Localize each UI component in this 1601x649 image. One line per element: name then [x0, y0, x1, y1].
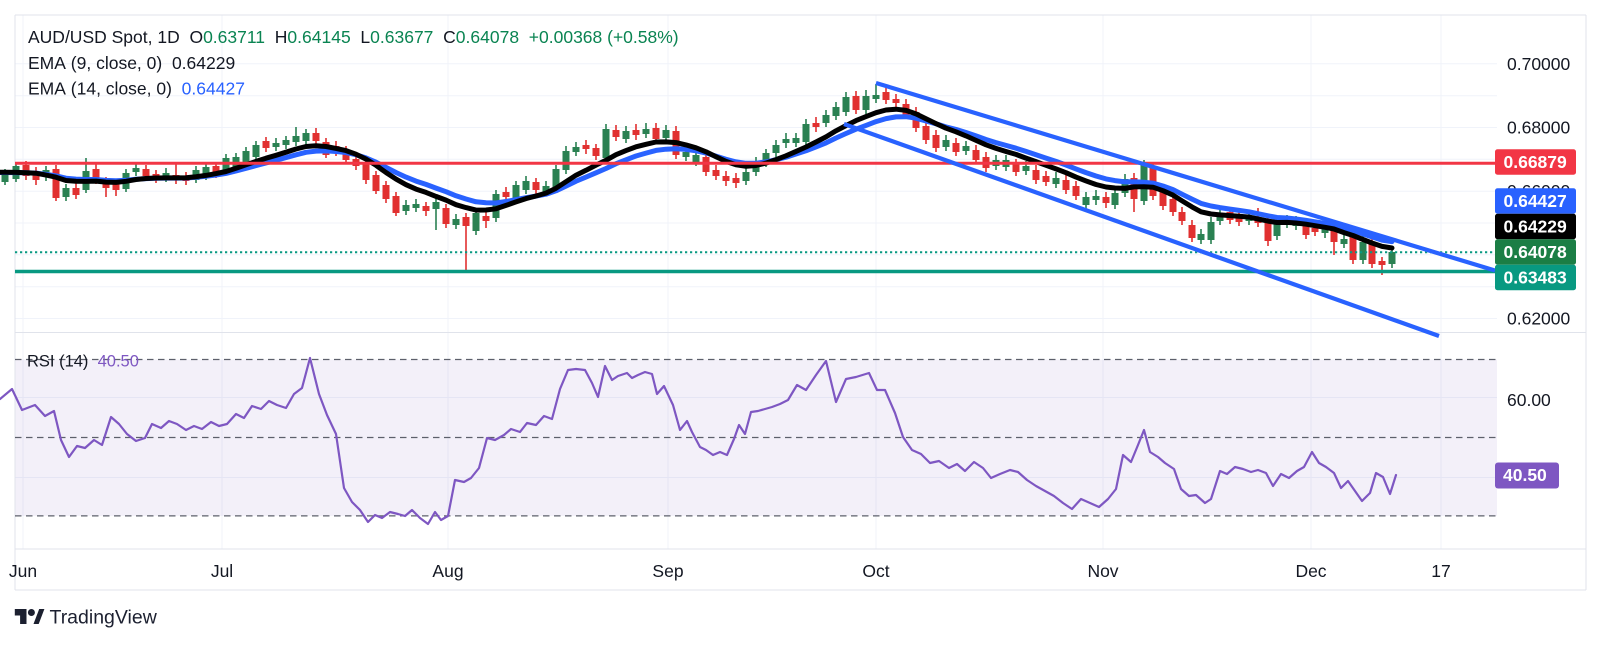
svg-text:Jul: Jul	[211, 561, 233, 581]
svg-text:TradingView: TradingView	[50, 607, 158, 629]
svg-text:0.68000: 0.68000	[1507, 118, 1571, 138]
svg-text:0.64229: 0.64229	[1504, 217, 1568, 237]
svg-text:0.63483: 0.63483	[1504, 268, 1568, 288]
svg-text:0.70000: 0.70000	[1507, 54, 1571, 74]
svg-text:Jun: Jun	[9, 561, 37, 581]
svg-text:0.64078: 0.64078	[1504, 242, 1568, 262]
svg-text:60.00: 60.00	[1507, 390, 1551, 410]
svg-text:0.64427: 0.64427	[1504, 191, 1567, 211]
svg-text:Nov: Nov	[1087, 561, 1118, 581]
svg-text:40.50: 40.50	[1503, 465, 1547, 485]
svg-text:EMA (14, close, 0) 0.64427: EMA (14, close, 0) 0.64427	[28, 79, 245, 99]
svg-text:Aug: Aug	[432, 561, 463, 581]
svg-text:Sep: Sep	[652, 561, 683, 581]
svg-text:0.62000: 0.62000	[1507, 309, 1571, 329]
svg-text:Dec: Dec	[1295, 561, 1326, 581]
svg-text:0.66879: 0.66879	[1504, 152, 1568, 172]
svg-text:EMA (9, close, 0) 0.64229: EMA (9, close, 0) 0.64229	[28, 53, 235, 73]
svg-text:Oct: Oct	[862, 561, 889, 581]
svg-text:17: 17	[1431, 561, 1450, 581]
svg-text:RSI (14) 40.50: RSI (14) 40.50	[27, 353, 139, 371]
svg-text:AUD/USD Spot, 1D O0.63711 H0: AUD/USD Spot, 1D O0.63711 H0.64145 L0.63…	[28, 27, 679, 47]
